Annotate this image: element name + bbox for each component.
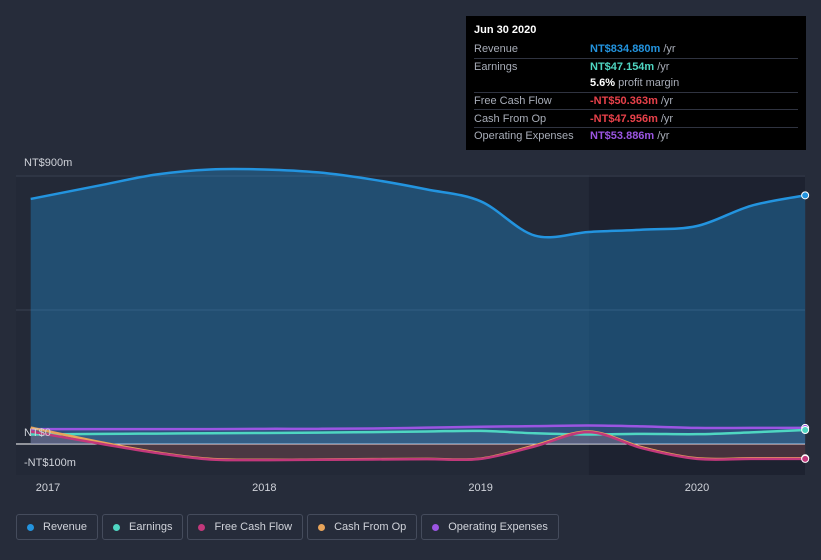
x-axis-tick-label: 2019 [468,482,492,494]
series-end-point [801,426,810,435]
tooltip-value: -NT$47.956m [590,112,658,125]
legend-dot-icon [198,523,206,531]
tooltip-date: Jun 30 2020 [474,24,537,36]
legend-label: Earnings [129,521,173,533]
tooltip-value: NT$53.886m [590,130,655,143]
tooltip-label: Revenue [474,43,519,56]
legend-label: Operating Expenses [448,521,548,533]
tooltip-label: Earnings [474,60,518,73]
tooltip-row-free-cash-flow: Free Cash Flow -NT$50.363m /yr [474,91,798,110]
chart-canvas: NT$900m NT$0 -NT$100m 2017 2018 2019 2020 [16,157,810,494]
legend-item-free-cash-flow[interactable]: Free Cash Flow [187,514,304,540]
tooltip-unit: /yr [657,130,670,143]
legend-item-earnings[interactable]: Earnings [102,514,184,540]
tooltip-unit: profit margin [618,77,680,90]
legend-dot-icon [432,523,440,531]
series-end-point [801,191,810,200]
tooltip-row-operating-expenses: Operating Expenses NT$53.886m /yr [474,126,798,145]
series-area-cash-from-op [30,427,806,460]
tooltip-row-cash-from-op: Cash From Op -NT$47.956m /yr [474,109,798,127]
legend-dot-icon [27,523,34,531]
y-axis-label: -NT$100m [24,457,76,469]
x-axis-tick-label: 2018 [252,482,276,494]
tooltip-value: NT$834.880m [590,43,661,56]
tooltip-value: -NT$50.363m [590,95,658,108]
tooltip-label: Cash From Op [474,112,547,125]
legend: Revenue Earnings Free Cash Flow Cash Fro… [16,514,559,540]
tooltip: Jun 30 2020 Revenue NT$834.880m /yr Earn… [466,16,806,150]
series-area-free-cash-flow [30,431,806,461]
y-axis-label: NT$900m [24,157,72,169]
x-axis-tick-label: 2017 [36,482,60,494]
tooltip-unit: /yr [657,60,670,73]
tooltip-unit: /yr [660,112,674,125]
tooltip-unit: /yr [660,95,674,108]
legend-item-revenue[interactable]: Revenue [16,514,99,540]
tooltip-row-earnings: Earnings NT$47.154m /yr [474,57,798,76]
y-axis-label: NT$0 [24,427,51,439]
tooltip-unit: /yr [663,43,676,56]
series-end-point [801,454,810,463]
series-line-revenue [30,167,806,239]
legend-item-operating-expenses[interactable]: Operating Expenses [421,514,559,540]
legend-dot-icon [113,523,121,531]
tooltip-row-revenue: Revenue NT$834.880m /yr [474,41,798,58]
tooltip-value: 5.6% [590,77,616,90]
legend-label: Cash From Op [334,521,407,533]
series-line-free-cash-flow [30,430,806,462]
tooltip-label: Free Cash Flow [474,95,552,108]
tooltip-value: NT$47.154m [590,60,655,73]
tooltip-row-margin: 5.6% profit margin [474,75,798,92]
series-area-revenue [30,168,806,444]
tooltip-label: Operating Expenses [474,130,574,143]
series-line-earnings [30,428,806,436]
legend-item-cash-from-op[interactable]: Cash From Op [307,514,418,540]
x-axis-tick-label: 2020 [685,482,709,494]
legend-label: Free Cash Flow [214,521,293,533]
legend-dot-icon [318,523,326,531]
series-line-operating-expenses [30,424,806,431]
plot-background [16,175,589,475]
legend-label: Revenue [43,521,88,533]
